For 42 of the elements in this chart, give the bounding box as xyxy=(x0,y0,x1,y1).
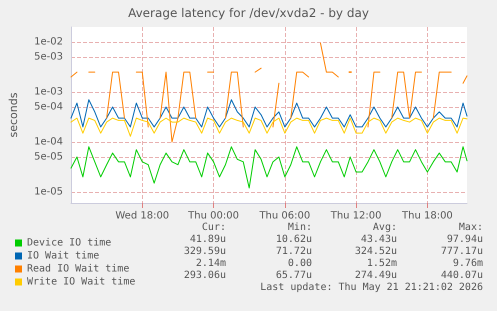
y-axis-title: seconds xyxy=(7,92,20,138)
y-tick-label: 5e-05 xyxy=(34,151,63,162)
text: 274.49u xyxy=(354,270,397,282)
legend-label: Device IO time xyxy=(27,238,112,248)
text: 65.77u xyxy=(276,270,312,282)
text: 9.76m xyxy=(452,258,483,270)
text: Max: xyxy=(458,222,483,234)
legend-label: Write IO Wait time xyxy=(27,276,136,288)
x-tick-label: Thu 00:00 xyxy=(187,210,239,222)
y-tick-label: 5e-03 xyxy=(34,52,63,63)
text: 97.94u xyxy=(446,234,483,246)
line-series xyxy=(70,146,468,188)
chart-title: Average latency for /dev/xvda2 - by day xyxy=(128,6,369,20)
x-tick-label: Thu 06:00 xyxy=(258,210,310,222)
legend-label: Read IO Wait time xyxy=(27,264,130,274)
y-tick-label: 1e-03 xyxy=(34,86,63,98)
text: Last update: Thu May 21 21:21:02 2026 xyxy=(260,282,483,294)
text: 0.00 xyxy=(288,258,312,270)
line-series xyxy=(70,118,468,137)
legend-label: IO Wait time xyxy=(27,250,100,262)
text: Min: xyxy=(288,222,312,234)
text: Avg: xyxy=(372,222,397,234)
text: Cur: xyxy=(202,222,226,234)
text: 324.52u xyxy=(354,246,397,258)
line-series xyxy=(70,99,468,128)
text: 2.14m xyxy=(196,258,226,270)
text: 71.72u xyxy=(276,246,312,258)
x-tick-label: Wed 18:00 xyxy=(115,210,170,222)
text: 41.89u xyxy=(190,234,226,246)
text: 777.17u xyxy=(440,246,483,258)
y-tick-label: 1e-05 xyxy=(34,186,63,198)
text: 10.62u xyxy=(276,234,312,246)
text: 1.52m xyxy=(366,258,397,270)
y-tick-label: 1e-04 xyxy=(34,136,63,148)
x-tick-label: Thu 12:00 xyxy=(330,210,382,222)
text: 293.06u xyxy=(184,270,226,282)
y-tick-label: 1e-02 xyxy=(34,36,63,48)
x-tick-label: Thu 18:00 xyxy=(401,210,453,222)
y-tick-label: 5e-04 xyxy=(34,102,63,113)
text: 43.43u xyxy=(360,234,397,246)
text: 440.07u xyxy=(440,270,483,282)
text: 329.59u xyxy=(184,246,226,258)
